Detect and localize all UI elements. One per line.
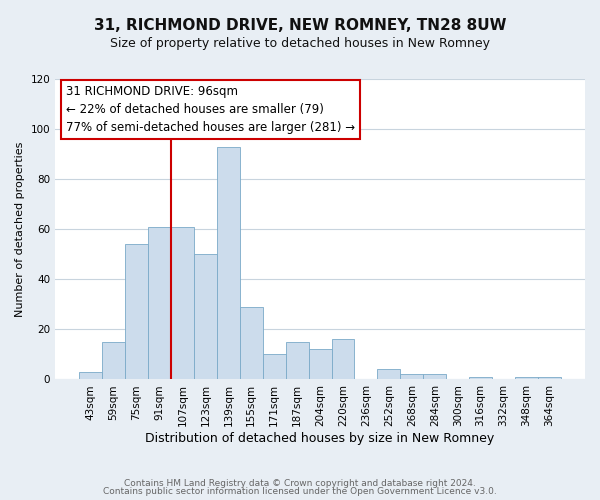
Bar bbox=[171, 226, 194, 380]
Text: Size of property relative to detached houses in New Romney: Size of property relative to detached ho… bbox=[110, 38, 490, 51]
Bar bbox=[308, 350, 332, 380]
Bar bbox=[148, 226, 171, 380]
Bar bbox=[400, 374, 423, 380]
Y-axis label: Number of detached properties: Number of detached properties bbox=[15, 142, 25, 317]
Bar bbox=[217, 146, 240, 380]
Text: Contains public sector information licensed under the Open Government Licence v3: Contains public sector information licen… bbox=[103, 487, 497, 496]
Bar bbox=[538, 377, 561, 380]
Bar bbox=[469, 377, 492, 380]
Bar bbox=[79, 372, 102, 380]
Bar bbox=[332, 340, 355, 380]
Bar bbox=[377, 370, 400, 380]
Text: Contains HM Land Registry data © Crown copyright and database right 2024.: Contains HM Land Registry data © Crown c… bbox=[124, 478, 476, 488]
Bar bbox=[102, 342, 125, 380]
Bar bbox=[286, 342, 308, 380]
X-axis label: Distribution of detached houses by size in New Romney: Distribution of detached houses by size … bbox=[145, 432, 495, 445]
Bar bbox=[263, 354, 286, 380]
Bar bbox=[423, 374, 446, 380]
Bar bbox=[240, 307, 263, 380]
Text: 31, RICHMOND DRIVE, NEW ROMNEY, TN28 8UW: 31, RICHMOND DRIVE, NEW ROMNEY, TN28 8UW bbox=[94, 18, 506, 32]
Bar bbox=[194, 254, 217, 380]
Bar bbox=[125, 244, 148, 380]
Text: 31 RICHMOND DRIVE: 96sqm
← 22% of detached houses are smaller (79)
77% of semi-d: 31 RICHMOND DRIVE: 96sqm ← 22% of detach… bbox=[66, 85, 355, 134]
Bar bbox=[515, 377, 538, 380]
